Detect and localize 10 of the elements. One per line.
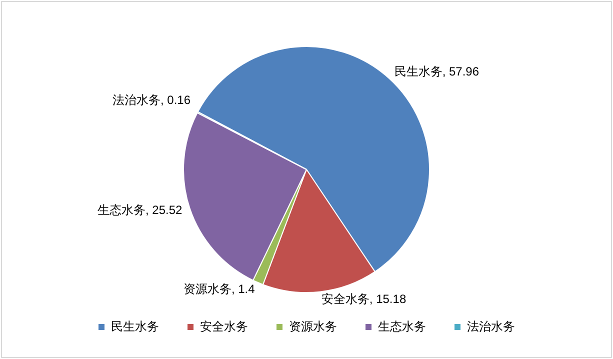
- legend-label: 资源水务: [289, 319, 337, 334]
- data-label: 安全水务, 15.18: [321, 292, 406, 306]
- legend-label: 生态水务: [378, 319, 426, 334]
- legend-label: 安全水务: [200, 319, 248, 334]
- data-label: 法治水务, 0.16: [112, 92, 191, 107]
- data-label: 资源水务, 1.4: [183, 282, 256, 296]
- data-label: 生态水务, 25.52: [98, 203, 183, 218]
- data-label: 民生水务, 57.96: [394, 64, 480, 79]
- legend-label: 民生水务: [111, 319, 159, 334]
- legend-label: 法治水务: [467, 319, 515, 334]
